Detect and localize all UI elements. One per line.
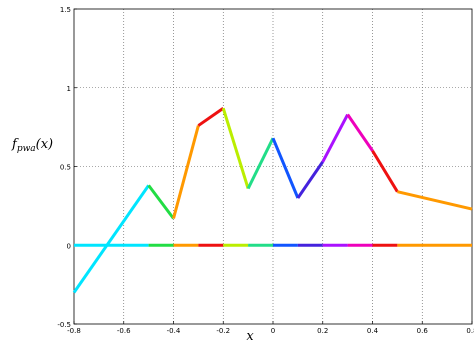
y-tick-label: -0.5 bbox=[57, 321, 71, 329]
y-label-argument: (x) bbox=[36, 137, 53, 152]
pwa-segment bbox=[72, 184, 150, 294]
x-tick-label: -0.8 bbox=[67, 327, 81, 335]
pwa-segment bbox=[172, 125, 200, 219]
x-tick-label: 0.4 bbox=[367, 327, 379, 335]
y-tick-label: 1.5 bbox=[60, 6, 71, 14]
pwa-segment bbox=[221, 107, 250, 189]
pwa-segment bbox=[147, 184, 175, 220]
pwa-segment bbox=[321, 113, 349, 163]
x-tick-label: 0.6 bbox=[417, 327, 429, 335]
pwa-segment bbox=[271, 137, 300, 199]
pwa-segment bbox=[296, 160, 324, 199]
pwa-segment bbox=[246, 137, 275, 190]
pwa-segment bbox=[197, 106, 225, 127]
data-segments bbox=[72, 106, 473, 294]
y-label-base: f bbox=[11, 137, 19, 152]
pwa-segment bbox=[346, 113, 374, 152]
x-tick-label: 0.8 bbox=[466, 327, 474, 335]
x-tick-label: 0 bbox=[271, 327, 275, 335]
y-label-subscript: pwa bbox=[17, 144, 36, 154]
y-tick-label: 0 bbox=[67, 242, 71, 250]
pwa-segment bbox=[371, 149, 399, 193]
axis-ticks: -0.8 -0.6 -0.4 -0.2 0 0.2 0.4 0.6 0.8 -0.5 0 0.5 1 1.… bbox=[57, 6, 474, 335]
y-tick-label: 1 bbox=[67, 85, 71, 93]
x-tick-label: 0.2 bbox=[317, 327, 328, 335]
y-axis-label: fpwa(x) bbox=[11, 137, 53, 154]
y-tick-label: 0.5 bbox=[60, 164, 71, 172]
x-tick-label: -0.4 bbox=[167, 327, 181, 335]
grid-lines bbox=[74, 9, 472, 324]
x-axis-label: x bbox=[246, 329, 254, 343]
pwa-segment bbox=[397, 190, 473, 211]
x-tick-label: -0.6 bbox=[117, 327, 131, 335]
x-tick-label: -0.2 bbox=[216, 327, 230, 335]
